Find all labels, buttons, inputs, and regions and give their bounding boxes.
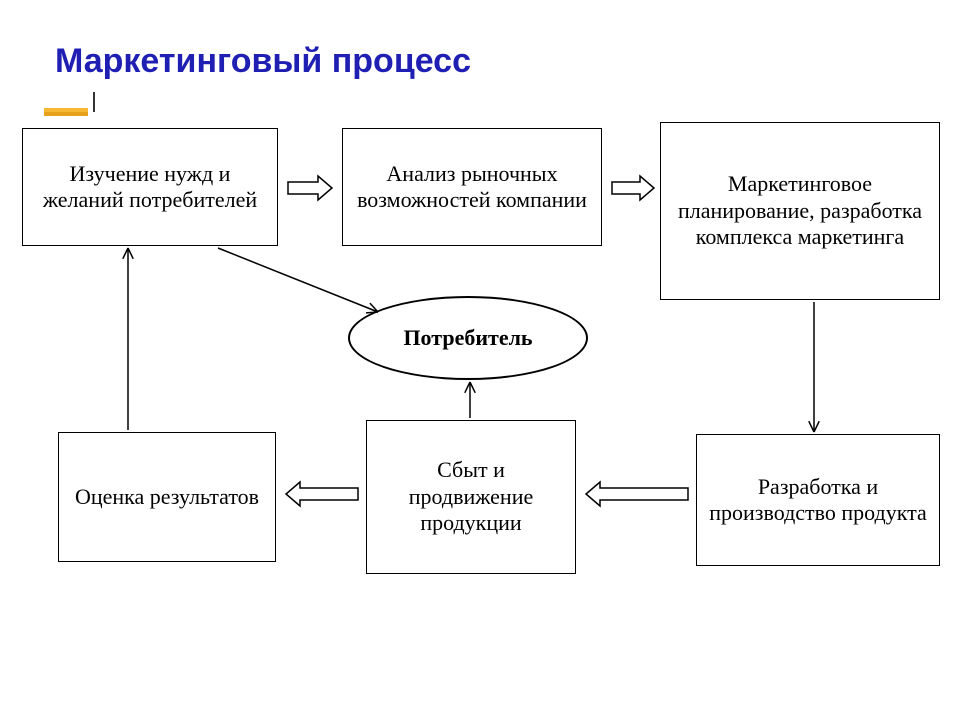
node-n5: Оценка результатов [58, 432, 276, 562]
node-label: Потребитель [403, 325, 532, 351]
title-tick-mark [93, 92, 95, 112]
node-n4: Потребитель [348, 296, 588, 380]
node-n2: Анализ рыночных возможностей компании [342, 128, 602, 246]
node-n1: Изучение нужд и желаний потребителей [22, 128, 278, 246]
node-label: Анализ рыночных возможностей компании [351, 161, 593, 214]
page-title: Маркетинговый процесс [55, 42, 471, 81]
node-label: Сбыт и продвижение продукции [375, 457, 567, 536]
diagram-canvas: { "title": { "text": "Маркетинговый проц… [0, 0, 960, 720]
title-accent-bar [44, 108, 88, 116]
node-n6: Сбыт и продвижение продукции [366, 420, 576, 574]
node-n7: Разработка и производство продукта [696, 434, 940, 566]
node-label: Оценка результатов [75, 484, 259, 510]
node-label: Разработка и производство продукта [705, 474, 931, 527]
node-n3: Маркетинговое планирование, разработка к… [660, 122, 940, 300]
node-label: Маркетинговое планирование, разработка к… [669, 171, 931, 250]
node-label: Изучение нужд и желаний потребителей [31, 161, 269, 214]
